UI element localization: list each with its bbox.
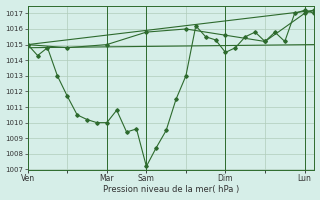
X-axis label: Pression niveau de la mer( hPa ): Pression niveau de la mer( hPa )	[103, 185, 239, 194]
